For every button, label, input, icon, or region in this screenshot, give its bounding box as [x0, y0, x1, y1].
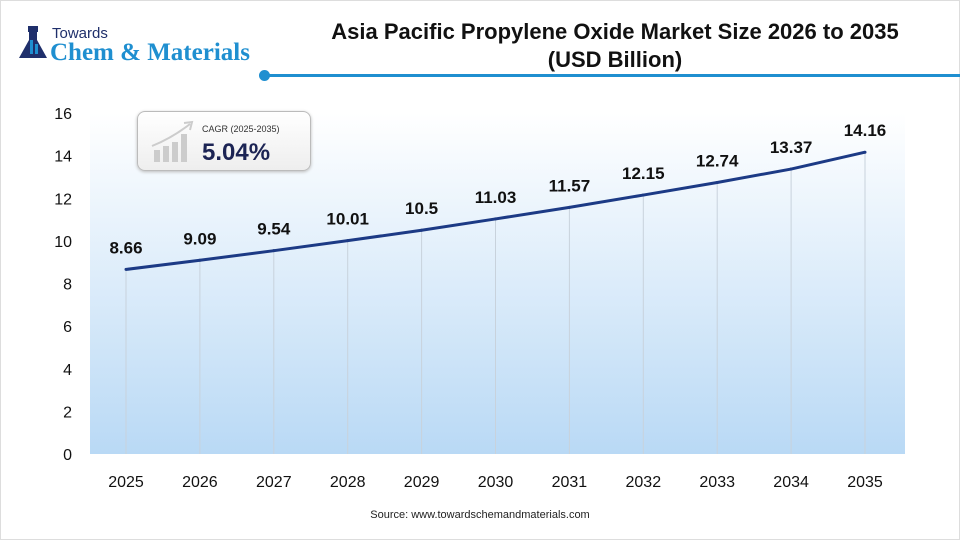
data-point	[420, 228, 424, 232]
data-point	[272, 249, 276, 253]
data-point	[789, 167, 793, 171]
y-tick-label: 0	[63, 447, 72, 464]
subtitle-line: (USD Billion)	[547, 47, 683, 72]
data-label: 11.03	[475, 188, 517, 207]
x-tick-label: 2027	[256, 474, 292, 491]
data-point	[124, 267, 128, 271]
data-point	[494, 217, 497, 221]
y-tick-label: 8	[63, 277, 72, 294]
growth-chart-icon	[151, 120, 194, 162]
logo-towards: Towards	[52, 25, 108, 42]
data-point	[346, 239, 350, 243]
data-label: 12.74	[696, 151, 739, 170]
y-tick-label: 12	[54, 191, 72, 208]
x-tick-label: 2033	[699, 474, 735, 491]
logo: Towards Chem & Materials	[18, 26, 250, 65]
title-rule	[266, 74, 960, 77]
x-tick-label: 2028	[330, 474, 366, 491]
title-line: Asia Pacific Propylene Oxide Market Size…	[331, 19, 899, 44]
x-tick-label: 2030	[478, 474, 514, 491]
x-tick-label: 2026	[182, 474, 218, 491]
cagr-box: CAGR (2025-2035) 5.04%	[137, 111, 311, 171]
data-label: 10.01	[326, 210, 369, 229]
data-label: 12.15	[622, 164, 665, 183]
flask-icon	[19, 26, 47, 58]
data-label: 10.5	[405, 199, 438, 218]
y-tick-label: 10	[54, 234, 72, 251]
data-point	[863, 150, 867, 154]
data-label: 14.16	[844, 121, 887, 140]
data-point	[567, 205, 571, 209]
data-label: 13.37	[770, 138, 813, 157]
data-point	[715, 180, 719, 184]
data-label: 11.57	[549, 176, 591, 195]
logo-brand: Chem & Materials	[50, 39, 250, 66]
data-label: 9.54	[257, 220, 291, 239]
rule-dot	[259, 70, 270, 81]
y-tick-label: 16	[54, 106, 72, 123]
x-tick-label: 2035	[847, 474, 883, 491]
data-label: 8.66	[109, 238, 142, 257]
x-tick-label: 2025	[108, 474, 144, 491]
x-tick-label: 2032	[626, 474, 662, 491]
x-tick-label: 2034	[773, 474, 809, 491]
y-tick-label: 14	[54, 149, 72, 166]
chart-title: Asia Pacific Propylene Oxide Market Size…	[270, 18, 960, 74]
data-point	[641, 193, 645, 197]
cagr-label: CAGR (2025-2035)	[202, 124, 280, 134]
data-point	[198, 258, 202, 262]
y-tick-label: 6	[63, 319, 72, 336]
cagr-value: 5.04%	[202, 139, 271, 166]
y-tick-label: 4	[63, 362, 72, 379]
x-tick-label: 2031	[552, 474, 588, 491]
source-note: Source: www.towardschemandmaterials.com	[370, 509, 590, 521]
y-tick-label: 2	[63, 404, 72, 421]
x-tick-label: 2029	[404, 474, 440, 491]
data-label: 9.09	[183, 229, 216, 248]
